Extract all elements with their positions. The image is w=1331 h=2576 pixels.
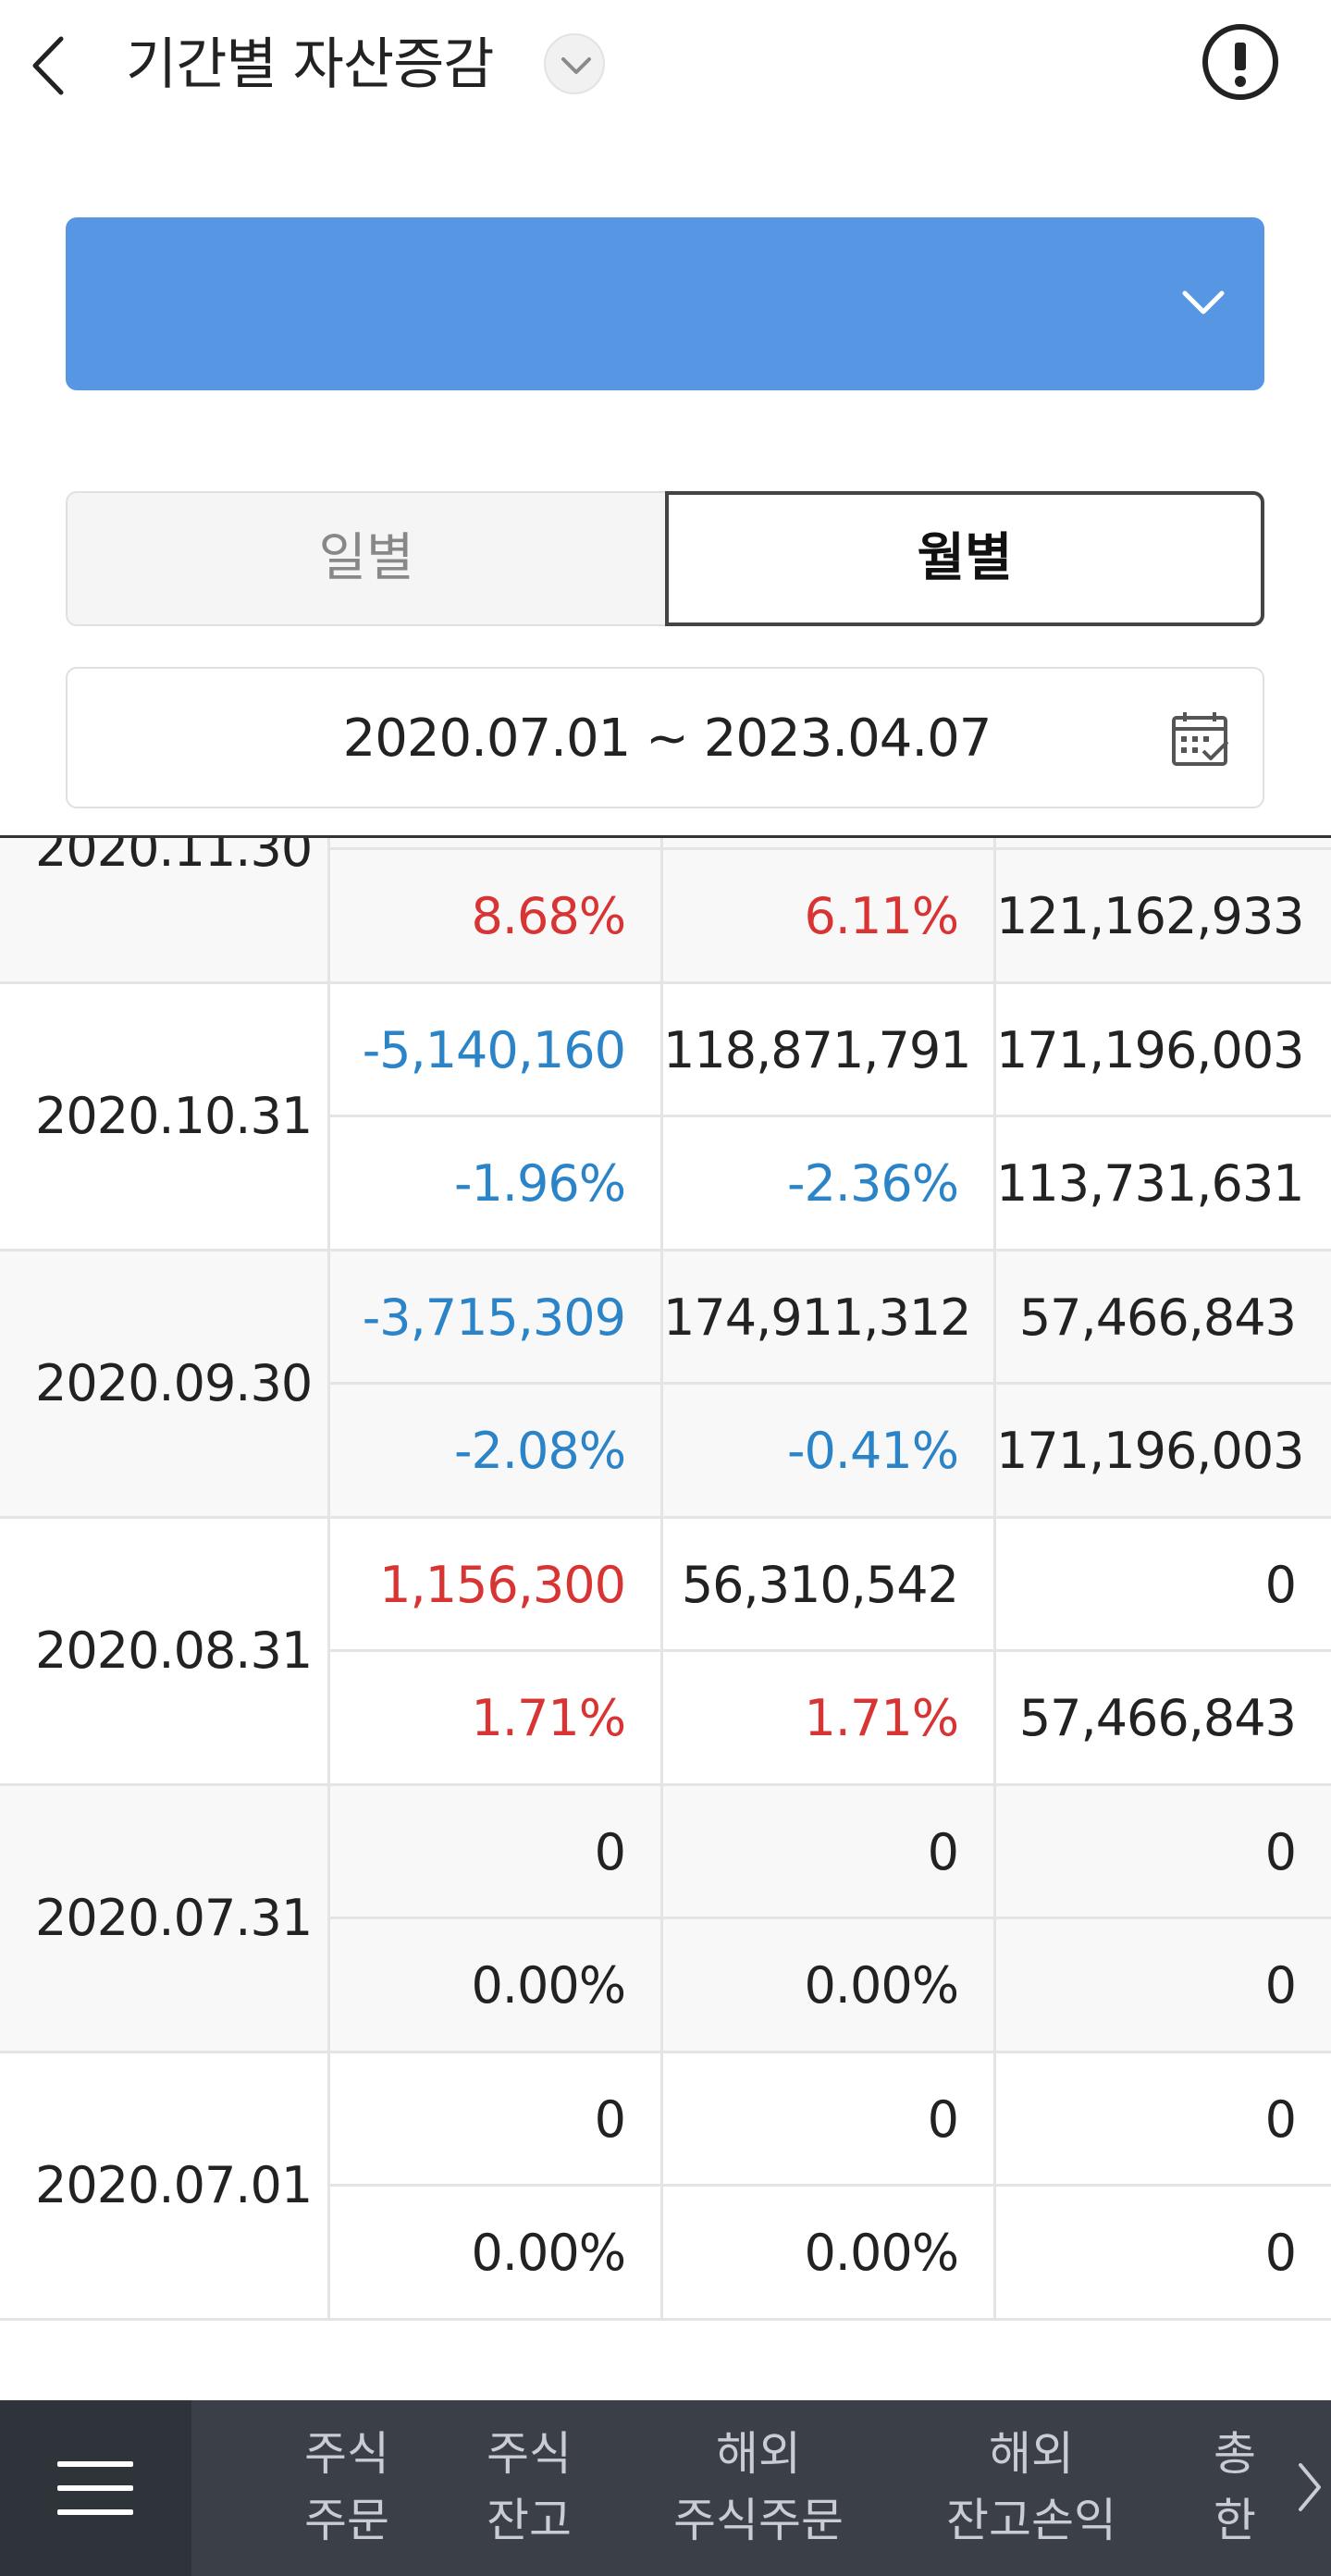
start-assets: 0 bbox=[663, 1786, 996, 1919]
change-amount: 1,156,300 bbox=[330, 1519, 663, 1652]
return-rate: -2.36% bbox=[663, 1117, 996, 1251]
return-rate: -0.41% bbox=[663, 1385, 996, 1518]
chevron-down-icon bbox=[561, 57, 591, 74]
net-deposit: 121,162,933 bbox=[996, 887, 1305, 945]
tab-monthly[interactable]: 월별 bbox=[665, 491, 1264, 626]
tab-daily[interactable]: 일별 bbox=[66, 491, 665, 626]
asset-change-table[interactable]: 2020.11.30 8.68% 6.11% 121,162,933 2020.… bbox=[0, 835, 1331, 2369]
table-row: 2020.07.31 0 0 0 0.00% 0.00% 0 bbox=[0, 1786, 1331, 2053]
start-assets: 118,871,791 bbox=[663, 984, 996, 1117]
end-assets: 0 bbox=[996, 2053, 1331, 2187]
start-assets: 56,310,542 bbox=[663, 1519, 996, 1652]
row-date: 2020.09.30 bbox=[0, 1251, 330, 1516]
info-button[interactable] bbox=[1202, 24, 1278, 100]
change-amount: -5,140,160 bbox=[330, 984, 663, 1117]
nav-stock-balance[interactable]: 주식 잔고 bbox=[487, 2427, 572, 2547]
date-range-text: 2020.07.01 ~ 2023.04.07 bbox=[342, 709, 992, 769]
start-assets: 174,911,312 bbox=[663, 1251, 996, 1385]
nav-total[interactable]: 총 한 bbox=[1214, 2427, 1256, 2547]
end-assets: 171,196,003 bbox=[996, 984, 1331, 1117]
table-row: 2020.08.31 1,156,300 56,310,542 0 1.71% … bbox=[0, 1519, 1331, 1786]
title-dropdown-button[interactable] bbox=[544, 33, 605, 94]
row-date: 2020.10.31 bbox=[0, 984, 330, 1249]
calendar-icon[interactable] bbox=[1170, 710, 1231, 768]
back-button[interactable] bbox=[24, 33, 80, 98]
nav-stock-order[interactable]: 주식 주문 bbox=[304, 2427, 389, 2547]
page-title: 기간별 자산증감 bbox=[126, 32, 494, 97]
date-range-picker[interactable]: 2020.07.01 ~ 2023.04.07 bbox=[66, 667, 1264, 808]
start-assets bbox=[663, 838, 996, 850]
change-amount: -3,715,309 bbox=[330, 1251, 663, 1385]
exclamation-circle-icon bbox=[1235, 43, 1246, 70]
row-date: 2020.07.31 bbox=[0, 1786, 330, 2051]
change-amount bbox=[330, 838, 663, 850]
start-assets: 0 bbox=[663, 2053, 996, 2187]
net-deposit: 0 bbox=[1264, 2224, 1297, 2282]
chevron-left-icon bbox=[32, 36, 64, 95]
change-rate: 0.00% bbox=[330, 2187, 663, 2320]
row-date: 2020.07.01 bbox=[0, 2053, 330, 2318]
hamburger-menu-icon bbox=[57, 2461, 133, 2515]
change-amount: 0 bbox=[330, 1786, 663, 1919]
change-rate: -2.08% bbox=[330, 1385, 663, 1518]
end-assets: 57,466,843 bbox=[996, 1251, 1331, 1385]
table-row: 2020.10.31 -5,140,160 118,871,791 171,19… bbox=[0, 984, 1331, 1251]
end-assets: 0 bbox=[996, 1786, 1331, 1919]
return-rate: 0.00% bbox=[663, 2187, 996, 2320]
nav-overseas-balance[interactable]: 해외 잔고손익 bbox=[946, 2427, 1116, 2547]
change-rate: 1.71% bbox=[330, 1652, 663, 1785]
change-amount: 0 bbox=[330, 2053, 663, 2187]
change-rate: 8.68% bbox=[330, 850, 663, 983]
end-assets: 0 bbox=[996, 1519, 1331, 1652]
period-toggle: 일별 월별 bbox=[66, 491, 1264, 626]
change-rate: -1.96% bbox=[330, 1117, 663, 1251]
net-deposit: 0 bbox=[1264, 1956, 1297, 2015]
account-select[interactable] bbox=[66, 217, 1264, 390]
net-deposit: 113,731,631 bbox=[996, 1154, 1305, 1213]
table-row: 2020.09.30 -3,715,309 174,911,312 57,466… bbox=[0, 1251, 1331, 1519]
row-date: 2020.11.30 bbox=[0, 838, 330, 981]
bottom-navigation: 주식 주문 주식 잔고 해외 주식주문 해외 잔고손익 총 한 bbox=[0, 2400, 1331, 2576]
change-rate: 0.00% bbox=[330, 1919, 663, 2052]
net-deposit: 171,196,003 bbox=[996, 1422, 1305, 1480]
nav-overseas-order[interactable]: 해외 주식주문 bbox=[673, 2427, 844, 2547]
end-assets bbox=[996, 838, 1331, 850]
chevron-right-icon[interactable] bbox=[1295, 2458, 1325, 2517]
table-row: 2020.07.01 0 0 0 0.00% 0.00% 0 bbox=[0, 2053, 1331, 2321]
menu-button[interactable] bbox=[0, 2400, 191, 2576]
chevron-down-icon bbox=[1182, 290, 1225, 314]
row-date: 2020.08.31 bbox=[0, 1519, 330, 1783]
return-rate: 0.00% bbox=[663, 1919, 996, 2052]
exclamation-dot bbox=[1235, 76, 1246, 87]
net-deposit: 57,466,843 bbox=[1018, 1689, 1297, 1747]
header: 기간별 자산증감 bbox=[0, 0, 1331, 129]
return-rate: 1.71% bbox=[663, 1652, 996, 1785]
return-rate: 6.11% bbox=[663, 850, 996, 983]
table-row: 2020.11.30 8.68% 6.11% 121,162,933 bbox=[0, 838, 1331, 984]
